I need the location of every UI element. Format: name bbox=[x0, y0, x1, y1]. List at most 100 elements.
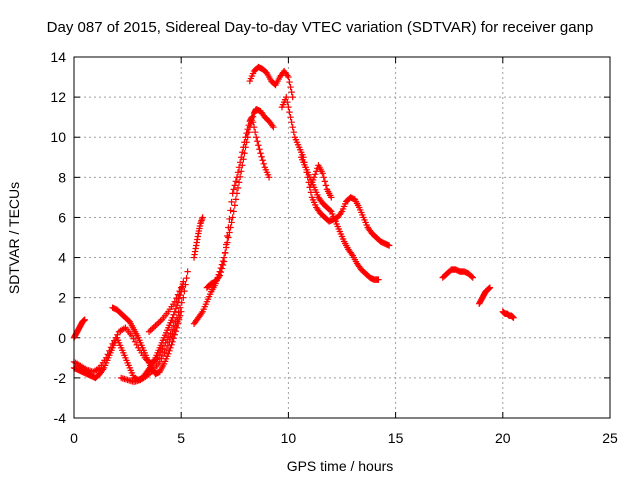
y-tick-label: 4 bbox=[58, 250, 66, 266]
data-point bbox=[107, 344, 115, 351]
data-point bbox=[327, 207, 334, 214]
data-point bbox=[243, 130, 250, 137]
data-point bbox=[328, 194, 335, 201]
data-point bbox=[248, 113, 256, 121]
data-point bbox=[170, 311, 177, 318]
series-arc-late-3 bbox=[499, 308, 517, 321]
data-point bbox=[218, 265, 226, 272]
data-point bbox=[232, 196, 240, 203]
data-point bbox=[228, 198, 235, 206]
data-point bbox=[319, 170, 326, 177]
x-tick-label: 10 bbox=[281, 430, 297, 446]
data-point bbox=[171, 326, 178, 333]
data-point bbox=[253, 134, 260, 141]
data-point bbox=[81, 316, 88, 323]
data-point bbox=[284, 98, 291, 106]
data-point bbox=[165, 350, 172, 358]
y-tick-label: 14 bbox=[50, 49, 66, 65]
data-point bbox=[227, 207, 234, 214]
data-point bbox=[241, 139, 248, 146]
data-point bbox=[321, 178, 329, 185]
series-arc-peak-3 bbox=[298, 154, 382, 283]
data-point bbox=[313, 168, 320, 175]
data-point bbox=[289, 123, 296, 131]
data-point bbox=[171, 308, 178, 315]
data-point bbox=[104, 351, 111, 358]
data-point bbox=[223, 241, 230, 248]
data-point bbox=[242, 134, 249, 141]
y-axis-label: SDTVAR / TECUs bbox=[6, 182, 22, 294]
series-arc-peak-4 bbox=[306, 162, 335, 201]
data-point bbox=[288, 118, 295, 126]
data-point bbox=[106, 347, 113, 355]
data-point bbox=[176, 304, 184, 311]
data-point bbox=[235, 164, 243, 171]
series-arc-mid-3 bbox=[203, 113, 273, 291]
series-arc-late-1 bbox=[439, 266, 476, 281]
data-point bbox=[270, 123, 277, 131]
data-point bbox=[286, 78, 293, 86]
data-point bbox=[249, 118, 257, 126]
series-arc-low-5 bbox=[145, 284, 185, 335]
y-tick-labels: -4 -2 0 2 4 6 8 10 12 14 bbox=[50, 49, 66, 426]
data-point bbox=[174, 291, 182, 298]
data-point bbox=[239, 149, 246, 156]
x-tick-label: 15 bbox=[388, 430, 404, 446]
data-point bbox=[290, 129, 297, 136]
data-point bbox=[162, 346, 170, 354]
data-point bbox=[221, 249, 229, 257]
data-point bbox=[312, 171, 319, 178]
data-point bbox=[250, 123, 258, 131]
data-point bbox=[173, 294, 180, 302]
data-point bbox=[234, 184, 242, 192]
data-point bbox=[286, 108, 293, 116]
data-point bbox=[254, 138, 261, 145]
data-point bbox=[215, 273, 222, 281]
data-point bbox=[184, 268, 191, 275]
y-tick-label: 10 bbox=[50, 129, 66, 145]
data-point bbox=[265, 174, 273, 181]
data-point bbox=[235, 179, 243, 186]
data-point bbox=[257, 150, 264, 157]
data-point bbox=[182, 281, 189, 288]
data-point bbox=[469, 274, 476, 281]
data-point bbox=[284, 72, 291, 79]
data-point bbox=[283, 93, 290, 101]
data-point bbox=[322, 182, 330, 189]
grid-lines bbox=[74, 57, 610, 418]
data-point bbox=[225, 224, 232, 231]
data-point bbox=[258, 153, 265, 160]
data-point bbox=[167, 334, 175, 341]
y-tick-label: 6 bbox=[58, 209, 66, 225]
y-tick-label: -4 bbox=[54, 410, 67, 426]
x-axis-label: GPS time / hours bbox=[287, 458, 394, 474]
data-point bbox=[238, 154, 245, 161]
data-point bbox=[231, 182, 238, 189]
series-arc-early-rise bbox=[70, 316, 88, 341]
x-tick-label: 25 bbox=[602, 430, 618, 446]
data-point bbox=[244, 126, 251, 133]
y-tick-label: -2 bbox=[54, 370, 67, 386]
data-point bbox=[173, 302, 181, 309]
y-tick-label: 0 bbox=[58, 330, 66, 346]
data-point bbox=[234, 169, 242, 176]
series-arc-peak-1 bbox=[246, 63, 296, 101]
data-point bbox=[468, 273, 475, 280]
series-arc-mid-1 bbox=[190, 214, 206, 261]
data-point bbox=[180, 294, 187, 301]
data-point bbox=[166, 347, 173, 355]
data-point bbox=[219, 261, 227, 269]
data-point bbox=[172, 305, 180, 312]
data-point bbox=[178, 299, 185, 306]
y-tick-label: 12 bbox=[50, 89, 66, 105]
data-point bbox=[245, 121, 252, 129]
x-tick-label: 0 bbox=[70, 430, 78, 446]
data-point bbox=[259, 157, 266, 164]
series-arc-late-2 bbox=[476, 284, 494, 307]
data-point bbox=[385, 242, 393, 249]
data-point bbox=[216, 272, 223, 279]
plot-frame bbox=[73, 56, 611, 419]
data-point bbox=[229, 190, 236, 197]
